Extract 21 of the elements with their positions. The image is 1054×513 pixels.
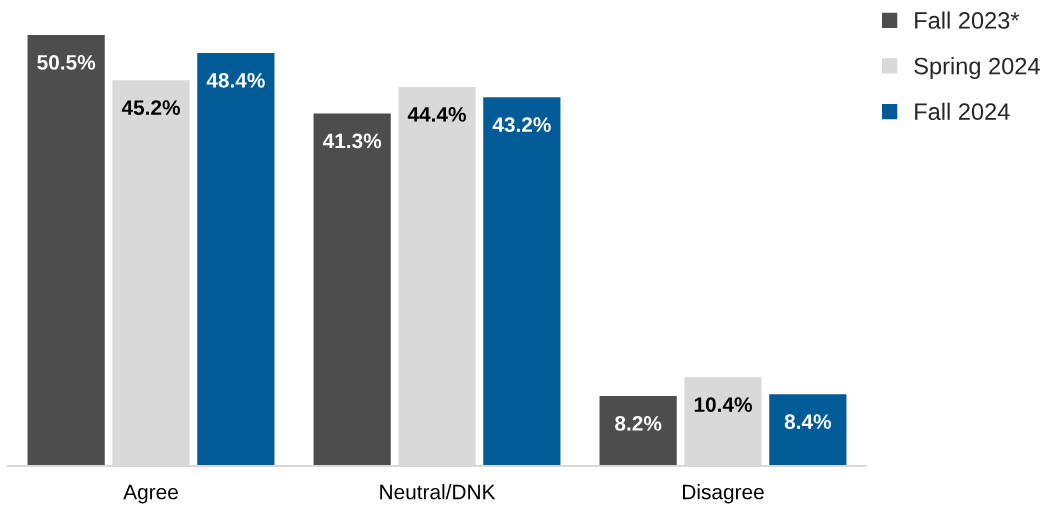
data-label: 43.2% (492, 117, 551, 133)
data-label: 50.5% (37, 54, 96, 70)
data-label: 44.4% (407, 107, 466, 122)
data-label: 48.4% (206, 72, 265, 88)
bar (599, 396, 677, 466)
bar (27, 35, 105, 466)
bar (197, 52, 275, 466)
legend-label: Fall 2024 (915, 102, 1010, 121)
x-tick-label: Agree (123, 484, 178, 504)
x-tick-label: Neutral/DNK (380, 484, 496, 500)
bar (769, 394, 847, 466)
data-label: 41.3% (322, 133, 382, 149)
legend-label: Spring 2024 (914, 57, 1040, 80)
x-tick-label: Disagree (683, 484, 764, 504)
data-label: 8.2% (615, 416, 662, 431)
bar (313, 113, 391, 466)
legend-label: Fall 2023* (915, 11, 1020, 29)
bar (483, 97, 561, 466)
data-label: 45.2% (121, 100, 180, 115)
data-label: 8.4% (784, 414, 832, 430)
data-label: 10.4% (694, 397, 752, 412)
